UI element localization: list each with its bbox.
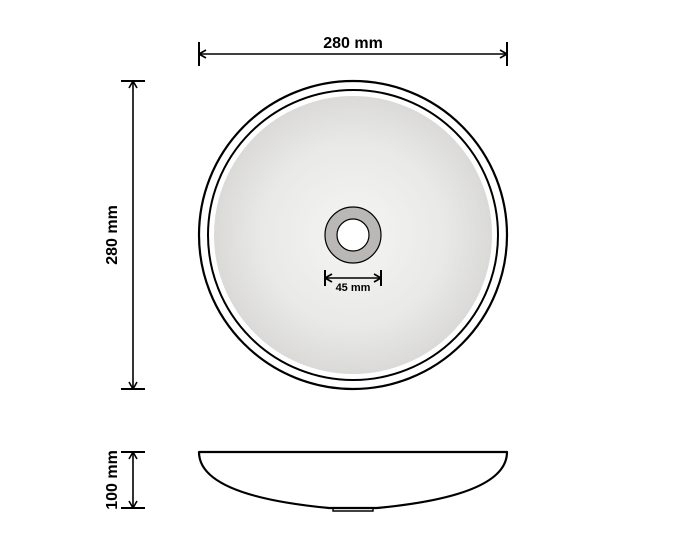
dim-label: 280 mm: [323, 35, 383, 52]
dim-label: 45 mm: [336, 282, 371, 294]
top-view: [199, 81, 507, 389]
dim-horizontal: 280 mm: [199, 35, 507, 66]
diagram-svg: 280 mm 280 mm 45 mm 100 mm: [0, 0, 700, 550]
dim-label: 100 mm: [104, 450, 121, 510]
side-view: [199, 452, 507, 511]
dim-vertical: 280 mm: [104, 81, 145, 389]
side-profile: [199, 452, 507, 508]
dim-label: 280 mm: [104, 205, 121, 265]
dim-vertical: 100 mm: [104, 450, 145, 510]
drain-hole: [337, 219, 369, 251]
